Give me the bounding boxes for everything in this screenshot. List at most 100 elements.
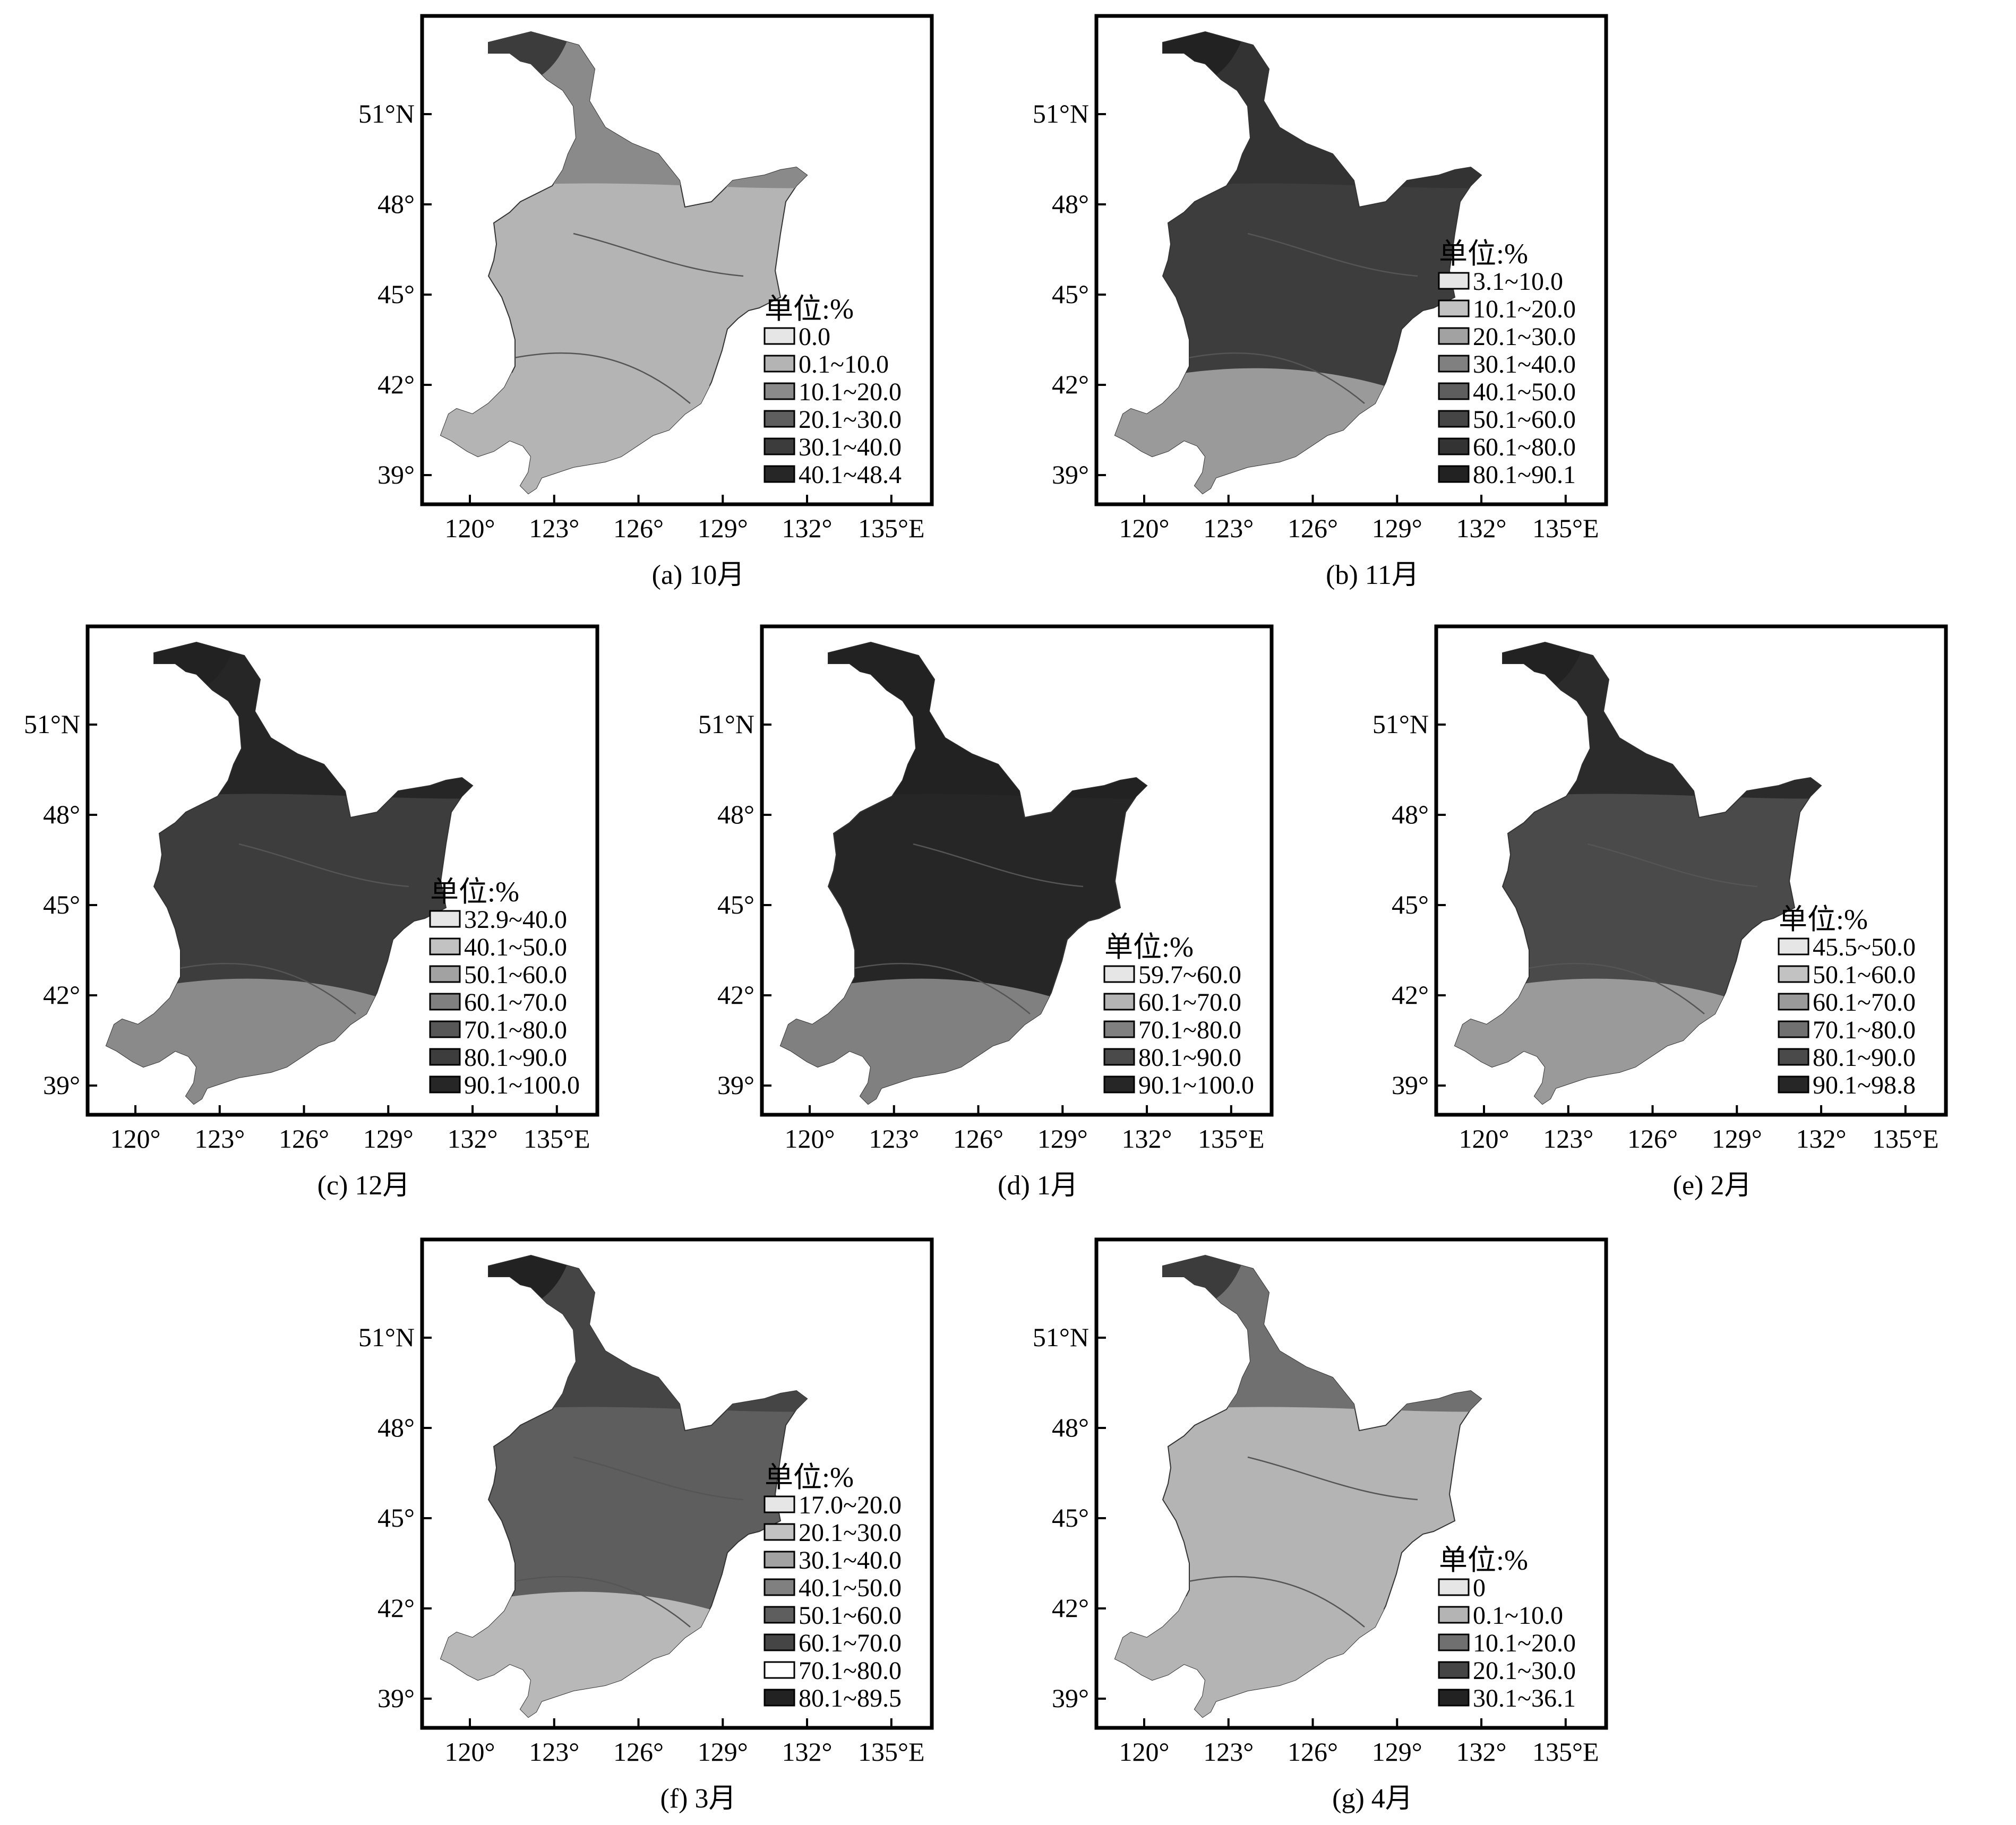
- province-border: [1513, 962, 1705, 1014]
- y-tick-label: 42°: [1052, 369, 1089, 399]
- x-tick-label: 120°: [785, 1124, 835, 1153]
- x-tick-label: 120°: [1459, 1124, 1509, 1153]
- x-tick-label: 123°: [869, 1124, 919, 1153]
- map-panel-e: 120° 123° 126° 129° 132° 135°E 51°N 48° 45° 42° 39…: [1372, 624, 1948, 1201]
- x-tick-label: 135°E: [1532, 513, 1599, 543]
- x-tick-label: 123°: [529, 513, 579, 543]
- province-border: [913, 843, 1084, 888]
- legend-label: 80.1~89.5: [799, 1684, 902, 1712]
- legend-swatch: [1438, 1606, 1470, 1624]
- y-tick-label: 42°: [717, 980, 754, 1010]
- legend-label: 50.1~60.0: [1813, 961, 1916, 989]
- legend-label: 17.0~20.0: [799, 1491, 902, 1519]
- y-tick-label: 48°: [1052, 189, 1089, 219]
- legend-label: 59.7~60.0: [1138, 961, 1241, 989]
- legend-swatch: [763, 1578, 795, 1596]
- province-border: [238, 843, 409, 888]
- map-frame: [1094, 14, 1608, 506]
- legend-swatch: [1438, 465, 1470, 483]
- legend-label: 60.1~80.0: [1473, 433, 1576, 461]
- province-border: [1173, 1576, 1365, 1628]
- legend-swatch: [763, 382, 795, 400]
- x-tick-label: 120°: [110, 1124, 161, 1153]
- south-zone: [780, 978, 1073, 1104]
- legend: 单位:%45.5~50.050.1~60.060.1~70.070.1~80.0…: [1778, 903, 1916, 1099]
- panel-g: 120° 123° 126° 129° 132° 135°E 51°N 48° 45° 42° 39…: [1030, 1234, 1609, 1814]
- legend-label: 0.1~10.0: [1473, 1602, 1563, 1630]
- x-tick-label: 120°: [1119, 1737, 1170, 1767]
- panel-c: 120° 123° 126° 129° 132° 135°E 51°N 48° 45° 42° 39…: [21, 621, 600, 1201]
- legend-swatch: [429, 1020, 461, 1038]
- legend-label: 20.1~30.0: [799, 1519, 902, 1547]
- legend-label: 20.1~30.0: [799, 406, 902, 434]
- panel-f: 120° 123° 126° 129° 132° 135°E 51°N 48° 45° 42° 39…: [356, 1234, 934, 1814]
- legend-label: 10.1~20.0: [1473, 295, 1576, 323]
- y-tick-label: 48°: [717, 799, 754, 829]
- legend: 单位:%0.00.1~10.010.1~20.020.1~30.030.1~40…: [763, 293, 902, 489]
- legend-swatch: [429, 993, 461, 1011]
- x-tick-label: 123°: [194, 1124, 245, 1153]
- panel-caption: (f) 3月: [660, 1784, 736, 1814]
- legend-swatch: [1438, 355, 1470, 373]
- legend-swatch: [1778, 1020, 1809, 1038]
- legend-label: 70.1~80.0: [464, 1016, 567, 1044]
- map-frame: [760, 624, 1274, 1117]
- x-tick-label: 123°: [1203, 1737, 1254, 1767]
- legend-title: 单位:%: [1439, 1544, 1528, 1576]
- x-tick-label: 132°: [1456, 1737, 1507, 1767]
- y-tick-label: 48°: [1392, 799, 1429, 829]
- map-panel-a: 120° 123° 126° 129° 132° 135°E 51°N 48° 45° 42° 39…: [358, 14, 934, 590]
- y-tick-label: 45°: [378, 1503, 415, 1533]
- legend-swatch: [763, 1495, 795, 1513]
- map-frame: [85, 624, 599, 1117]
- legend-swatch: [1103, 993, 1135, 1011]
- x-tick-label: 129°: [1712, 1124, 1762, 1153]
- y-tick-label: 39°: [717, 1070, 754, 1100]
- y-tick-label: 39°: [378, 460, 415, 489]
- y-tick-label: 45°: [43, 890, 80, 919]
- panel-caption: (a) 10月: [652, 560, 745, 590]
- province-border: [1173, 352, 1365, 404]
- map-panel-b: 120° 123° 126° 129° 132° 135°E 51°N 48° 45° 42° 39…: [1033, 14, 1608, 590]
- legend-swatch: [763, 1606, 795, 1624]
- legend-swatch: [1778, 1048, 1809, 1066]
- legend-label: 90.1~100.0: [464, 1071, 580, 1099]
- south-zone: [441, 368, 733, 494]
- legend-label: 80.1~90.0: [1813, 1044, 1916, 1072]
- x-tick-label: 129°: [698, 513, 748, 543]
- y-tick-label: 51°N: [1033, 99, 1089, 128]
- y-tick-label: 51°N: [358, 99, 415, 128]
- y-tick-label: 48°: [1052, 1413, 1089, 1442]
- legend-label: 50.1~60.0: [464, 961, 567, 989]
- panel-caption: (g) 4月: [1332, 1784, 1413, 1814]
- y-tick-label: 39°: [1052, 460, 1089, 489]
- panel-a: 120° 123° 126° 129° 132° 135°E 51°N 48° 45° 42° 39…: [356, 11, 934, 590]
- legend-label: 10.1~20.0: [1473, 1629, 1576, 1657]
- legend-swatch: [1103, 965, 1135, 983]
- legend-swatch: [763, 1551, 795, 1569]
- legend: 单位:%32.9~40.040.1~50.050.1~60.060.1~70.0…: [429, 876, 580, 1099]
- x-tick-label: 126°: [953, 1124, 1003, 1153]
- y-tick-label: 51°N: [1372, 709, 1429, 739]
- legend-swatch: [1778, 965, 1809, 983]
- legend-label: 90.1~98.8: [1813, 1071, 1916, 1099]
- province-border: [573, 1456, 744, 1501]
- south-zone: [1115, 368, 1407, 494]
- south-zone: [1115, 1591, 1407, 1717]
- province-border: [1247, 233, 1418, 277]
- panel-caption: (d) 1月: [998, 1170, 1078, 1201]
- y-tick-label: 45°: [378, 279, 415, 309]
- legend-label: 0.1~10.0: [799, 350, 889, 378]
- legend: 单位:%3.1~10.010.1~20.020.1~30.030.1~40.04…: [1438, 238, 1576, 489]
- y-tick-label: 39°: [43, 1070, 80, 1100]
- legend-title: 单位:%: [1439, 238, 1528, 270]
- y-tick-label: 51°N: [698, 709, 754, 739]
- province-border: [573, 233, 744, 277]
- x-tick-label: 132°: [1796, 1124, 1847, 1153]
- y-tick-label: 42°: [378, 1593, 415, 1623]
- x-tick-label: 126°: [613, 1737, 664, 1767]
- x-tick-label: 132°: [448, 1124, 498, 1153]
- map-frame: [420, 1237, 934, 1730]
- y-tick-label: 51°N: [358, 1322, 415, 1352]
- y-tick-label: 45°: [1052, 279, 1089, 309]
